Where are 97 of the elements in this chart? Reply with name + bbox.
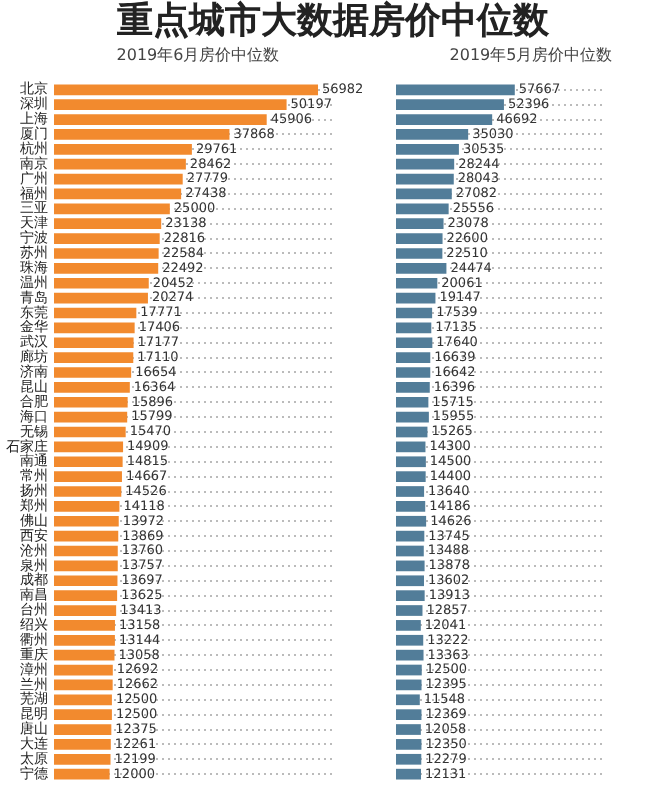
bar xyxy=(396,456,426,468)
bar xyxy=(396,724,421,735)
bar xyxy=(54,218,162,230)
bar xyxy=(54,709,112,721)
bar xyxy=(396,307,433,319)
bar xyxy=(396,426,428,438)
bar xyxy=(396,649,424,661)
bar xyxy=(54,664,113,676)
bar xyxy=(396,99,504,111)
bar xyxy=(54,233,160,244)
bar xyxy=(396,441,426,453)
bar xyxy=(396,367,431,378)
bar xyxy=(396,382,430,393)
bar xyxy=(396,337,433,349)
bar xyxy=(396,634,424,646)
chart-subtitle: 2019年5月房价中位数 xyxy=(447,44,615,68)
bar xyxy=(54,575,118,587)
bar xyxy=(54,263,159,274)
bar xyxy=(54,456,123,468)
bar xyxy=(396,694,420,706)
bar xyxy=(54,396,128,408)
bar xyxy=(54,114,267,125)
bar xyxy=(54,486,122,497)
bar xyxy=(54,99,287,111)
bar xyxy=(396,620,421,631)
bar xyxy=(396,396,429,408)
chart-subtitle: 2019年6月房价中位数 xyxy=(114,44,282,68)
bar xyxy=(396,233,443,244)
bar xyxy=(396,679,422,691)
bar xyxy=(396,188,452,200)
bar xyxy=(54,560,118,572)
bar xyxy=(54,471,122,482)
bar xyxy=(396,471,426,482)
bar xyxy=(396,292,436,304)
bar xyxy=(54,679,113,691)
bar xyxy=(54,158,186,170)
bar xyxy=(396,129,469,140)
bar xyxy=(54,248,159,259)
bar xyxy=(396,143,459,155)
bar xyxy=(396,173,454,185)
bar xyxy=(396,515,427,527)
bar xyxy=(396,560,425,572)
bar xyxy=(54,173,183,185)
bar xyxy=(396,664,422,676)
bar xyxy=(396,753,422,765)
bar xyxy=(54,605,117,616)
chart-title: 重点城市大数据房价中位数 xyxy=(115,0,551,44)
bar xyxy=(396,739,422,750)
bar xyxy=(396,501,426,512)
bar xyxy=(54,620,115,631)
bar xyxy=(396,248,443,259)
bar xyxy=(54,382,130,393)
bar xyxy=(396,486,425,497)
bar xyxy=(396,411,429,423)
bar xyxy=(396,545,424,557)
bar xyxy=(396,575,425,587)
bar xyxy=(54,84,319,96)
bar xyxy=(54,322,135,334)
bar xyxy=(396,203,449,215)
bar xyxy=(54,753,111,765)
bar xyxy=(54,426,126,438)
bar xyxy=(54,515,119,527)
bar xyxy=(396,158,455,170)
bar xyxy=(54,411,128,423)
bar xyxy=(396,277,438,289)
bar xyxy=(396,114,493,125)
bar xyxy=(54,337,134,349)
bar xyxy=(54,590,118,601)
bar xyxy=(396,263,447,274)
bar xyxy=(54,724,112,735)
bar xyxy=(396,352,431,363)
bar xyxy=(54,188,182,200)
bar xyxy=(54,530,119,542)
bar xyxy=(396,218,444,230)
bar xyxy=(54,694,112,706)
bar xyxy=(54,292,148,304)
bar xyxy=(54,367,132,378)
bar xyxy=(54,634,115,646)
bar xyxy=(54,649,115,661)
bar xyxy=(54,129,230,140)
bar xyxy=(396,590,425,601)
bar xyxy=(396,768,421,780)
bar xyxy=(54,501,120,512)
bar xyxy=(54,739,111,750)
bar xyxy=(396,709,422,721)
bar xyxy=(54,545,118,557)
bar xyxy=(396,530,425,542)
bar xyxy=(396,322,432,334)
bar xyxy=(54,307,137,319)
bar xyxy=(54,277,149,289)
bar xyxy=(54,441,124,453)
bar xyxy=(396,84,515,96)
bar xyxy=(54,203,170,215)
bar xyxy=(396,605,423,616)
bar xyxy=(54,143,192,155)
bar xyxy=(54,768,110,780)
bar xyxy=(54,352,134,363)
